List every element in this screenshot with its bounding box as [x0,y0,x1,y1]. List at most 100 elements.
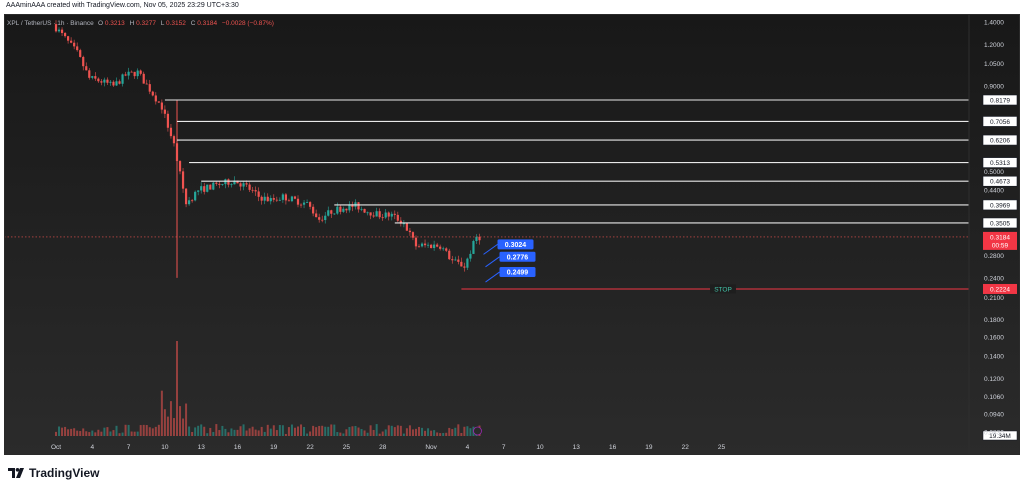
volume-bar [272,425,275,436]
candle-body [302,202,306,205]
candle-body [439,246,442,249]
volume-bar [387,425,390,436]
candle-body [218,183,221,185]
volume-bar [339,432,342,436]
candle-body [203,186,206,192]
tradingview-logo[interactable]: TradingView [8,466,99,480]
candle-body [169,127,173,137]
candle-body [378,211,381,218]
candle-body [73,42,76,47]
candle-body [260,196,263,201]
volume-bar [172,418,175,436]
candle-body [345,208,348,211]
price-chart[interactable]: 0.8179 0.7056 0.6206 0.5313 0.4673 0.3969 0.35… [4,14,1020,455]
volume-bar [312,425,315,436]
candle-body [70,40,73,43]
candle-body [396,214,399,221]
candle-body [272,198,275,200]
candle-body [363,208,366,213]
candle-body [287,200,291,202]
volume-bar [393,427,396,436]
volume-bar [372,429,375,436]
time-tick-label: 4 [90,444,94,451]
level-price-box [982,199,1018,211]
candle-body [263,196,266,201]
candle-body [188,200,191,205]
volume-bar [363,430,366,436]
current-price-label: 0.3184 [990,234,1010,241]
candle-body [387,212,390,217]
volume-bar [375,424,378,436]
time-tick-label: 19 [645,444,653,451]
price-tick-label: 0.1400 [984,354,1004,361]
candle-body [433,244,436,249]
target-box [497,239,534,250]
candle-body [269,198,272,202]
candle-body [393,213,396,215]
candle-body [181,171,185,189]
candle-body [381,217,384,219]
volume-bar [242,424,245,436]
price-tick-label: 0.0830 [984,430,1004,437]
candle-body [457,259,460,262]
volume-bar [91,430,94,436]
price-axis[interactable]: 1.4000 1.2000 1.0500 0.9000 0.5000 0.4400 0.28… [968,14,1004,455]
target-box [499,267,536,278]
volume-bar [424,430,427,436]
candle-body [475,236,478,242]
volume-bar [215,424,218,436]
candle-body [178,161,182,172]
volume-bar [448,427,451,436]
volume-bar [112,430,115,436]
volume-bar [384,429,387,436]
candle-body [327,210,330,216]
price-tick-label: 1.4000 [984,20,1004,27]
candle-body [266,196,269,202]
volume-bar [139,425,142,436]
volume-bar [381,431,384,436]
candle-body [369,212,372,216]
volume-bar [67,429,70,436]
volume-bar [433,430,436,436]
volume-bar [408,425,411,436]
candle-body [478,236,481,241]
volume-bar [342,433,345,436]
close-value: 0.3184 [197,20,217,27]
volume-bar [300,424,303,436]
open-value: 0.3213 [105,20,125,27]
candle-body [94,76,97,79]
volume-bar [330,424,333,436]
price-tick-label: 0.1060 [984,394,1004,401]
candle-body [82,56,85,67]
candle-body [451,259,454,261]
volume-bar [76,430,79,436]
candle-body [127,71,130,76]
chart-frame [4,14,1020,455]
volume-bar [414,428,417,436]
volume-bar [454,427,457,436]
time-tick-label: 10 [536,444,544,451]
candle-body [408,230,412,233]
level-price-label: 0.4673 [990,179,1010,186]
time-tick-label: 10 [161,444,169,451]
candle-body [402,223,405,225]
target-connector [483,243,498,255]
candle-body [436,244,439,247]
volume-bar [73,428,76,436]
candle-body [245,183,248,185]
candle-body [154,95,157,102]
volume-bar [70,428,73,436]
footer: TradingView [0,455,1024,488]
price-tick-label: 0.1200 [984,376,1004,383]
candle-body [342,208,345,212]
volume-bar [94,432,97,436]
volume-bar [390,425,393,436]
candle-body [318,217,321,220]
price-tick-label: 0.0940 [984,411,1004,418]
time-tick-label: 4 [466,444,470,451]
volume-bar [348,426,351,436]
time-axis[interactable]: Oct 4 7 10 13 16 19 22 25 28 Nov 4 7 10 13 16 19 22 25 [51,444,726,451]
volume-bar [85,431,88,436]
volume-bar [182,418,185,436]
volume-bar [442,433,445,436]
